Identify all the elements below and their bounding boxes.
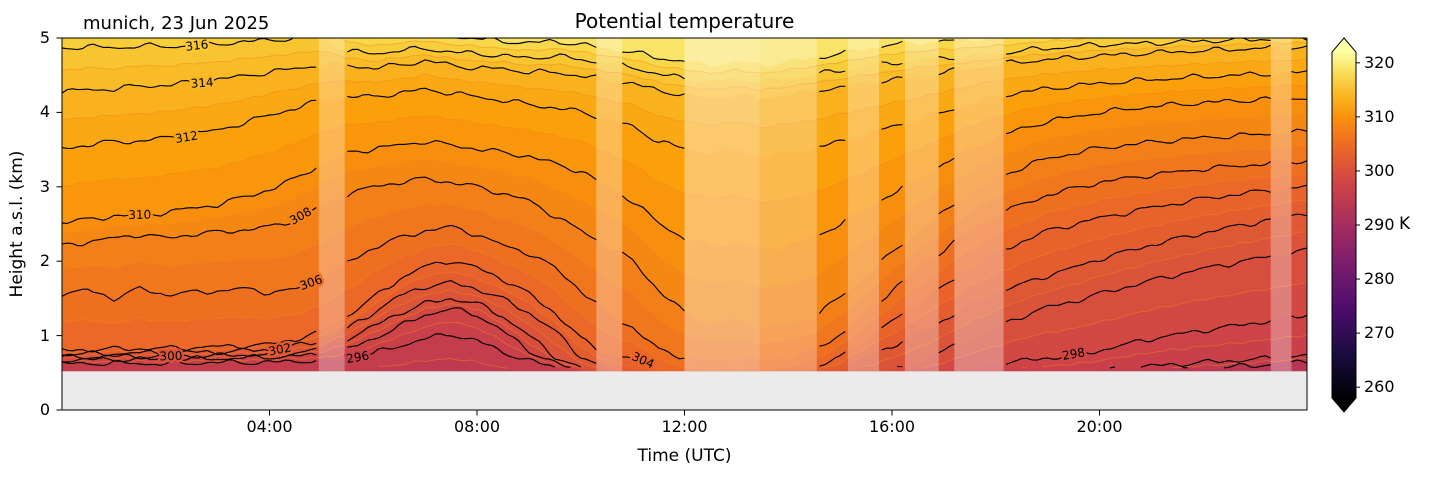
colorbar-tick-label: 260 <box>1364 377 1395 397</box>
colorbar-tick-label: 270 <box>1364 323 1395 343</box>
y-tick-label: 5 <box>39 28 50 47</box>
colorbar-extend-bottom-triangle <box>1332 398 1356 412</box>
colorbar-tick-label: 310 <box>1364 106 1395 126</box>
x-tick-label: 04:00 <box>246 417 293 436</box>
colorbar-tick-label: 280 <box>1364 269 1395 289</box>
contour-label: 302 <box>267 340 292 358</box>
contour-label: 296 <box>345 349 370 367</box>
y-tick-label: 4 <box>39 102 50 122</box>
colorbar-bar <box>1332 52 1356 398</box>
x-tick-label: 12:00 <box>661 417 708 436</box>
y-tick-label: 2 <box>39 251 50 271</box>
contour-line <box>62 213 1307 364</box>
gap-band <box>954 38 1004 372</box>
contour-minor-line <box>378 357 1307 369</box>
y-tick-label: 1 <box>39 325 50 345</box>
colorbar-extend-top-triangle <box>1332 38 1356 52</box>
x-tick-label: 08:00 <box>453 417 501 436</box>
contour-minor-line <box>62 231 1307 368</box>
colorbar-unit-label: K <box>1399 214 1411 234</box>
gap-band <box>1270 38 1292 372</box>
colorbar-tick-label: 300 <box>1364 160 1395 180</box>
contour-line <box>62 44 1307 97</box>
contour-minor-line <box>62 321 1307 369</box>
contour-minor-line <box>62 200 1307 369</box>
contour-line <box>62 184 1307 367</box>
contour-label: 312 <box>174 128 199 145</box>
plot-title: Potential temperature <box>574 9 795 33</box>
contour-label: 310 <box>128 208 151 222</box>
x-tick-label: 16:00 <box>868 417 916 436</box>
contour-minor-line <box>62 84 1307 204</box>
contour-line <box>62 70 1307 149</box>
gap-band <box>596 38 623 372</box>
contour-line <box>62 247 1307 368</box>
contour-line <box>62 38 1307 80</box>
contour-label: 298 <box>1061 345 1086 363</box>
contour-label: 314 <box>190 75 214 91</box>
contour-line <box>62 307 1307 368</box>
colorbar-outline <box>1331 37 1357 413</box>
contour-label: 316 <box>185 37 209 53</box>
gap-band <box>759 38 817 372</box>
y-tick-label: 0 <box>39 400 50 419</box>
contour-minor-line <box>62 145 1307 345</box>
contour-line <box>363 38 1034 62</box>
x-tick-label: 20:00 <box>1076 417 1123 436</box>
gap-band <box>318 38 345 372</box>
station-date-annotation: munich, 23 Jun 2025 <box>83 13 270 34</box>
contour-label: 300 <box>159 349 182 364</box>
contour-minor-line <box>62 113 1307 289</box>
colorbar-tick-label: 320 <box>1364 52 1395 72</box>
gap-band <box>684 38 760 372</box>
contour-line <box>62 96 1307 241</box>
contour-line <box>62 333 1307 369</box>
contour-line <box>1182 359 1307 369</box>
gap-band <box>847 38 879 372</box>
gap-band <box>905 38 939 372</box>
y-axis-label: Height a.s.l. (km) <box>7 150 27 298</box>
contour-line <box>62 128 1307 314</box>
x-axis-label: Time (UTC) <box>637 446 732 466</box>
contour-minor-line <box>62 57 1307 129</box>
contour-minor-line <box>62 41 1307 91</box>
contour-line <box>62 160 1307 360</box>
colorbar-tick-label: 290 <box>1364 215 1395 234</box>
surface-mask <box>62 371 1307 410</box>
contour-minor-line <box>62 172 1307 369</box>
contour-minor-line <box>338 38 1106 75</box>
y-tick-label: 3 <box>39 176 50 196</box>
